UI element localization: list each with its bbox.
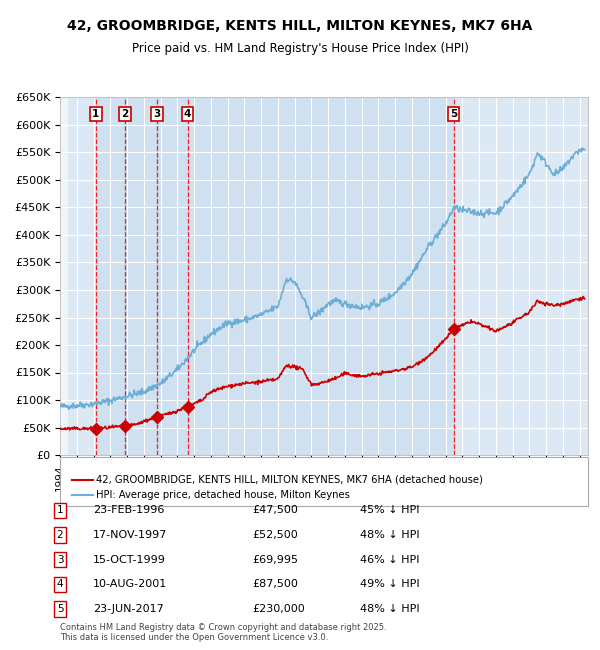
- Text: 4: 4: [56, 579, 64, 590]
- Text: 48% ↓ HPI: 48% ↓ HPI: [360, 530, 419, 540]
- Text: 15-OCT-1999: 15-OCT-1999: [93, 554, 166, 565]
- Text: HPI: Average price, detached house, Milton Keynes: HPI: Average price, detached house, Milt…: [96, 490, 350, 501]
- Text: 10-AUG-2001: 10-AUG-2001: [93, 579, 167, 590]
- Bar: [96, 98, 125, 455]
- Text: Contains HM Land Registry data © Crown copyright and database right 2025.
This d: Contains HM Land Registry data © Crown c…: [60, 623, 386, 642]
- Bar: [60, 98, 68, 455]
- Text: Price paid vs. HM Land Registry's House Price Index (HPI): Price paid vs. HM Land Registry's House …: [131, 42, 469, 55]
- Text: 5: 5: [450, 109, 457, 119]
- Text: 46% ↓ HPI: 46% ↓ HPI: [360, 554, 419, 565]
- Text: 3: 3: [56, 554, 64, 565]
- Text: 3: 3: [154, 109, 161, 119]
- Text: £230,000: £230,000: [252, 604, 305, 614]
- Bar: [188, 98, 454, 455]
- Bar: [157, 98, 188, 455]
- Text: 2: 2: [56, 530, 64, 540]
- Text: 42, GROOMBRIDGE, KENTS HILL, MILTON KEYNES, MK7 6HA: 42, GROOMBRIDGE, KENTS HILL, MILTON KEYN…: [67, 20, 533, 34]
- Text: 5: 5: [56, 604, 64, 614]
- Text: £69,995: £69,995: [252, 554, 298, 565]
- Bar: [125, 98, 157, 455]
- Text: 45% ↓ HPI: 45% ↓ HPI: [360, 505, 419, 515]
- Text: 2: 2: [121, 109, 128, 119]
- Text: £87,500: £87,500: [252, 579, 298, 590]
- Text: 17-NOV-1997: 17-NOV-1997: [93, 530, 167, 540]
- Text: £52,500: £52,500: [252, 530, 298, 540]
- Text: 48% ↓ HPI: 48% ↓ HPI: [360, 604, 419, 614]
- Text: 1: 1: [92, 109, 100, 119]
- Text: £47,500: £47,500: [252, 505, 298, 515]
- Text: 49% ↓ HPI: 49% ↓ HPI: [360, 579, 419, 590]
- Text: 23-JUN-2017: 23-JUN-2017: [93, 604, 164, 614]
- Text: 42, GROOMBRIDGE, KENTS HILL, MILTON KEYNES, MK7 6HA (detached house): 42, GROOMBRIDGE, KENTS HILL, MILTON KEYN…: [96, 474, 483, 485]
- Text: 23-FEB-1996: 23-FEB-1996: [93, 505, 164, 515]
- Text: 4: 4: [184, 109, 191, 119]
- Text: 1: 1: [56, 505, 64, 515]
